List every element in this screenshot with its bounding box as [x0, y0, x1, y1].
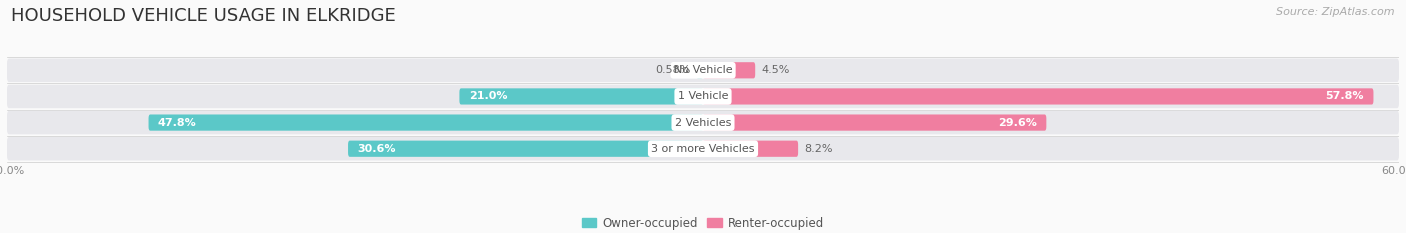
FancyBboxPatch shape — [703, 141, 799, 157]
Text: 29.6%: 29.6% — [998, 118, 1038, 128]
Text: 21.0%: 21.0% — [468, 91, 508, 101]
Text: No Vehicle: No Vehicle — [673, 65, 733, 75]
FancyBboxPatch shape — [703, 62, 755, 78]
FancyBboxPatch shape — [7, 85, 1399, 108]
FancyBboxPatch shape — [460, 88, 703, 105]
Text: 0.58%: 0.58% — [655, 65, 690, 75]
FancyBboxPatch shape — [703, 88, 1374, 105]
FancyBboxPatch shape — [149, 114, 703, 131]
Text: 2 Vehicles: 2 Vehicles — [675, 118, 731, 128]
Text: 1 Vehicle: 1 Vehicle — [678, 91, 728, 101]
Text: 3 or more Vehicles: 3 or more Vehicles — [651, 144, 755, 154]
FancyBboxPatch shape — [7, 111, 1399, 134]
Text: 57.8%: 57.8% — [1326, 91, 1364, 101]
Text: Source: ZipAtlas.com: Source: ZipAtlas.com — [1277, 7, 1395, 17]
Text: 47.8%: 47.8% — [157, 118, 197, 128]
FancyBboxPatch shape — [696, 62, 703, 78]
FancyBboxPatch shape — [349, 141, 703, 157]
Legend: Owner-occupied, Renter-occupied: Owner-occupied, Renter-occupied — [578, 212, 828, 233]
Text: 4.5%: 4.5% — [761, 65, 789, 75]
Text: 8.2%: 8.2% — [804, 144, 832, 154]
FancyBboxPatch shape — [7, 58, 1399, 82]
FancyBboxPatch shape — [703, 114, 1046, 131]
FancyBboxPatch shape — [7, 137, 1399, 161]
Text: 30.6%: 30.6% — [357, 144, 396, 154]
Text: HOUSEHOLD VEHICLE USAGE IN ELKRIDGE: HOUSEHOLD VEHICLE USAGE IN ELKRIDGE — [11, 7, 396, 25]
